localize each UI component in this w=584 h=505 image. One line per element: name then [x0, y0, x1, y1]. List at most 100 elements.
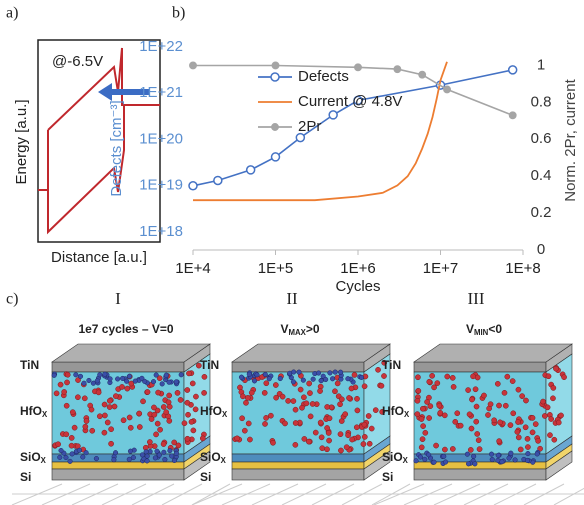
series-line [193, 61, 448, 202]
ion [178, 372, 184, 378]
defect [68, 442, 75, 449]
layer-label-sub: X [41, 456, 47, 465]
defect [441, 412, 448, 419]
defect [272, 382, 279, 388]
layer-label-main: HfO [20, 404, 42, 418]
defect [279, 393, 286, 400]
defect [108, 440, 114, 447]
data-point [189, 61, 197, 70]
panel-label: c) [6, 291, 18, 308]
x-tick-label: 1E+6 [340, 260, 375, 277]
defect [414, 411, 421, 417]
defect [243, 399, 249, 406]
defect [415, 387, 422, 394]
ion [94, 378, 100, 384]
defect [102, 412, 108, 419]
ion [332, 369, 338, 375]
x-tick-label: 1E+7 [423, 260, 458, 277]
ion [166, 379, 172, 385]
defect [558, 412, 564, 419]
defect [144, 389, 151, 395]
defect [324, 446, 330, 453]
ion [262, 371, 268, 378]
ion [524, 457, 531, 463]
caption-main: V [280, 322, 288, 336]
ion [156, 452, 162, 458]
defect [136, 410, 143, 417]
y-tick-label: 1E+21 [139, 84, 183, 101]
ion [323, 376, 329, 383]
ion [508, 450, 514, 456]
data-point [328, 110, 338, 120]
defect [175, 442, 182, 449]
defect [473, 418, 480, 425]
defect [101, 429, 108, 436]
data-point [443, 85, 451, 94]
ion [471, 453, 477, 459]
defect [166, 392, 173, 399]
ion [310, 376, 316, 382]
defect [312, 429, 319, 436]
defect [544, 404, 551, 411]
defect [547, 432, 553, 438]
ion [161, 449, 167, 455]
defect [515, 434, 522, 441]
defect [497, 419, 503, 426]
defect [467, 447, 474, 453]
ion [150, 379, 157, 385]
ion [73, 372, 79, 378]
defect [523, 397, 529, 404]
defect [64, 379, 70, 386]
defect [450, 384, 457, 390]
ion [139, 375, 145, 381]
defect [424, 399, 430, 405]
y2-tick-label: 0.6 [531, 130, 552, 147]
layer-label: SiOX [200, 450, 227, 465]
defect [535, 438, 541, 444]
defect [317, 419, 324, 426]
y2-tick-label: 0 [537, 241, 545, 258]
ion [81, 380, 87, 386]
layer-label: Si [20, 470, 31, 484]
defect [338, 447, 344, 454]
defect [346, 395, 352, 401]
defect [81, 395, 88, 402]
layer-top [413, 343, 573, 363]
ion [327, 370, 333, 376]
defect [366, 440, 373, 447]
defect [69, 409, 76, 416]
defect [442, 446, 448, 453]
panel-numeral: I [115, 289, 121, 308]
ion [111, 457, 117, 463]
ion [130, 455, 136, 461]
legend-marker [270, 72, 280, 82]
layer-label-sub: X [222, 410, 228, 419]
layer-label-main: Si [200, 470, 211, 484]
x-tick-label: 1E+4 [175, 260, 210, 277]
defect [365, 413, 372, 419]
defect [181, 420, 188, 427]
defect [342, 411, 349, 417]
ion [51, 372, 57, 378]
layer-label: TiN [382, 358, 401, 372]
defect [378, 382, 385, 389]
data-point [271, 61, 280, 70]
defect [548, 416, 554, 422]
band-lower [38, 105, 125, 235]
defect [381, 373, 387, 379]
ion [300, 377, 306, 383]
defect [82, 423, 89, 430]
defect [553, 365, 559, 372]
defect [96, 413, 103, 420]
defect [285, 398, 291, 404]
defect [494, 380, 501, 387]
defect [418, 444, 425, 451]
defect [151, 404, 157, 411]
defect [452, 419, 459, 425]
ion [464, 451, 470, 457]
ion [69, 451, 75, 457]
defect [126, 414, 133, 421]
data-point [418, 70, 427, 79]
defect [420, 423, 426, 429]
y-tick-label: 1E+18 [139, 223, 183, 240]
